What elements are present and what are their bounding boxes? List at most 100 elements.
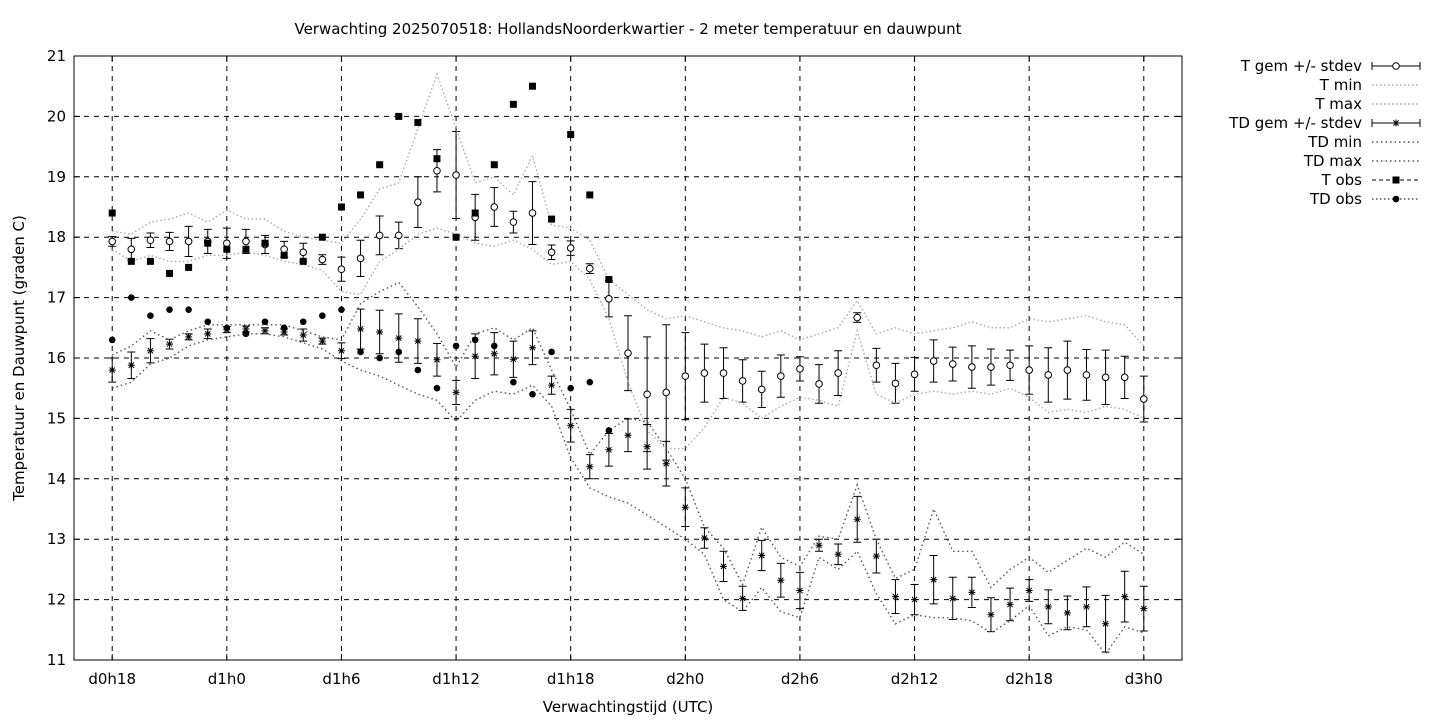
x-tick-label: d1h6 [322,670,360,688]
x-tick-label: d2h6 [781,670,819,688]
data-point [395,348,403,356]
data-point [739,594,747,602]
data-point [166,269,174,277]
data-point [204,239,212,247]
x-tick-label: d1h12 [432,670,480,688]
data-point [528,82,536,90]
data-point [643,390,651,399]
data-point [1063,609,1071,617]
data-point [815,541,823,549]
data-point [242,237,250,246]
data-point [261,318,269,326]
data-point [299,257,307,265]
data-point [586,463,594,471]
data-point [185,306,192,313]
data-point [1082,603,1090,611]
data-point [509,100,517,108]
data-point [528,344,536,352]
series-line [112,71,1145,347]
y-tick-label: 12 [47,591,66,609]
data-point [662,388,671,397]
data-point [719,369,728,377]
plot-area [108,71,1148,656]
data-point [911,596,919,604]
legend-label: T min [1319,76,1362,94]
data-point [796,365,804,373]
data-point [204,330,212,338]
y-tick-label: 19 [47,168,66,186]
series-line [111,281,1145,589]
legend-marker [1392,119,1400,127]
data-point [299,331,307,339]
data-point [872,552,880,560]
data-point [166,340,174,348]
series-4 [111,333,1145,656]
y-tick-label: 21 [47,47,66,65]
data-point [547,248,556,257]
data-point [509,218,518,226]
legend-item: T gem +/- stdev [1240,57,1421,75]
data-point [452,171,460,179]
x-tick-label: d1h18 [547,670,595,688]
data-point [586,191,594,199]
data-point [490,350,498,358]
data-point [681,503,689,511]
data-point [891,379,900,388]
data-point [1139,395,1148,403]
data-point [165,237,174,246]
data-point [433,356,441,364]
data-point [146,257,154,265]
data-point [509,355,517,363]
x-tick-label: d2h0 [666,670,704,688]
data-point [567,131,575,139]
data-point [834,550,842,558]
series-0 [108,131,1148,461]
data-point [1121,593,1129,601]
data-point [433,384,441,392]
data-point [261,239,269,247]
data-point [681,372,690,380]
data-point [1102,620,1110,628]
data-point [853,515,861,523]
legend-marker [1392,195,1400,203]
data-point [548,348,555,356]
data-point [1063,366,1072,374]
legend-item: TD min [1307,133,1420,151]
x-tick-label: d1h0 [208,670,246,688]
y-tick-label: 11 [47,651,66,669]
x-tick-label: d2h12 [891,670,939,688]
data-point [700,369,709,377]
data-point [414,337,422,345]
y-tick-label: 15 [47,409,66,427]
data-point [987,363,995,371]
data-point [376,328,384,336]
legend-label: T obs [1321,171,1363,189]
data-point [910,370,919,379]
data-point [376,354,383,362]
legend-label: T gem +/- stdev [1240,57,1362,75]
data-point [720,562,728,570]
data-point [1044,371,1053,379]
data-point [662,460,670,468]
data-point [108,237,117,246]
data-point [777,576,785,584]
data-point [1025,587,1033,595]
data-point [529,390,536,398]
plot-frame [73,55,1183,661]
data-point [1006,361,1014,370]
data-point [948,360,957,368]
axes: 11 12 13 14 15 16 17 18 19 20 21 d0h18 d1h0 d1h6 d1h12… [47,47,1183,688]
data-point [185,263,193,271]
data-point [624,431,632,439]
data-point [319,312,326,320]
legend-item: TD obs [1309,190,1420,208]
data-point [356,254,365,263]
data-point [223,324,231,332]
data-point [605,275,613,283]
data-point [128,294,135,301]
data-point [261,327,269,335]
data-point [930,576,938,584]
data-point [204,318,212,326]
series-7 [108,294,613,434]
data-point [299,248,308,257]
